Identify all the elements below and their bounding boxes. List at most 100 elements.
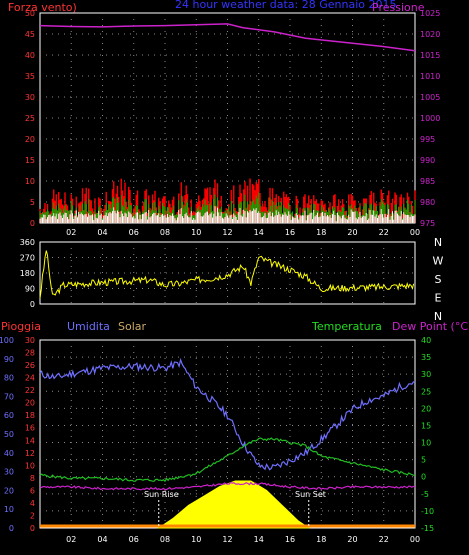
direction-y-tick-label: 180	[20, 269, 35, 278]
dewpoint-label: Dew Point (°C)	[392, 320, 469, 333]
climate-x-tick-label: 06	[129, 535, 139, 544]
humidity-y-tick-label: 60	[4, 411, 14, 420]
wind-y-tick-label: 15	[25, 156, 35, 165]
direction-series	[39, 250, 415, 299]
climate-x-tick-label: 20	[347, 535, 357, 544]
pressure-right-label: Pressione	[372, 1, 425, 14]
rain-y-tick-label: 6	[30, 486, 35, 495]
climate-x-tick-label: 08	[160, 535, 170, 544]
wind-y-tick-label: 50	[25, 9, 35, 18]
direction-y-tick-label: 270	[20, 254, 35, 263]
climate-x-tick-label: 14	[254, 535, 264, 544]
climate-x-tick-label: 22	[379, 535, 389, 544]
wind-x-tick-label: 18	[316, 228, 326, 237]
direction-y-tick-label: 0	[30, 300, 35, 309]
rain-y-tick-label: 8	[30, 474, 35, 483]
wind-y-tick-label: 45	[25, 30, 35, 39]
wind-x-tick-label: 00	[410, 228, 420, 237]
pressure-y-axis-right: 1025 1020 1015 1010 1005 1000 995 990 985 980 975	[420, 9, 440, 228]
wind-y-tick-label: 20	[25, 135, 35, 144]
rain-y-tick-label: 28	[25, 349, 35, 358]
solar-label: Solar	[118, 320, 147, 333]
rain-y-tick-label: 4	[30, 499, 35, 508]
pressure-y-tick-label: 995	[420, 135, 435, 144]
wind-x-tick-label: 14	[254, 228, 264, 237]
pressure-y-tick-label: 1025	[420, 9, 440, 18]
wind-y-tick-label: 5	[30, 198, 35, 207]
climate-x-tick-label: 12	[222, 535, 232, 544]
rain-y-tick-label: 16	[25, 424, 35, 433]
rain-y-tick-label: 2	[30, 511, 35, 520]
rain-y-tick-label: 18	[25, 411, 35, 420]
compass-direction-label: S	[435, 273, 442, 286]
rain-label: Pioggia	[1, 320, 41, 333]
wind-y-tick-label: 40	[25, 51, 35, 60]
compass-direction-label: N	[434, 310, 442, 323]
sunset-label: Sun Set	[295, 490, 326, 499]
wind-y-tick-label: 35	[25, 72, 35, 81]
wind-x-tick-label: 20	[347, 228, 357, 237]
humidity-series-line	[39, 357, 416, 471]
temperature-y-tick-label: -5	[421, 490, 429, 499]
wind-x-tick-label: 08	[160, 228, 170, 237]
rain-y-tick-label: 0	[30, 524, 35, 533]
climate-x-tick-label: 18	[316, 535, 326, 544]
humidity-y-tick-label: 20	[4, 486, 14, 495]
rain-y-tick-label: 26	[25, 361, 35, 370]
pressure-y-tick-label: 985	[420, 177, 435, 186]
wind-x-tick-label: 12	[222, 228, 232, 237]
temperature-y-tick-label: 20	[421, 404, 431, 413]
climate-x-tick-label: 00	[410, 535, 420, 544]
humidity-y-tick-label: 50	[4, 430, 14, 439]
chart-title: 24 hour weather data: 28 Gennaio 2015	[175, 0, 397, 11]
temperature-y-tick-label: 5	[421, 456, 426, 465]
wind-left-label: Forza vento)	[8, 1, 77, 14]
wind-y-tick-label: 10	[25, 177, 35, 186]
temperature-y-tick-label: 25	[421, 387, 431, 396]
rain-y-tick-label: 10	[25, 461, 35, 470]
humidity-y-tick-label: 80	[4, 374, 14, 383]
temperature-y-tick-label: 0	[421, 473, 426, 482]
temperature-label: Temperatura	[311, 320, 382, 333]
pressure-y-tick-label: 1020	[420, 30, 440, 39]
climate-x-tick-label: 04	[97, 535, 107, 544]
wind-x-tick-label: 06	[129, 228, 139, 237]
climate-x-tick-label: 16	[285, 535, 295, 544]
humidity-y-tick-label: 70	[4, 392, 14, 401]
compass-direction-label: N	[434, 236, 442, 249]
sunrise-label: Sun Rise	[144, 490, 179, 499]
wind-x-tick-label: 02	[66, 228, 76, 237]
wind-series	[39, 23, 416, 223]
wind-x-axis: 02 04 06 08 10 12 14 16 18 20 22 00	[66, 228, 420, 237]
direction-y-tick-label: 90	[25, 285, 35, 294]
temperature-series-line	[39, 437, 416, 483]
humidity-y-tick-label: 0	[9, 524, 14, 533]
rain-y-tick-label: 30	[25, 336, 35, 345]
pressure-y-tick-label: 1000	[420, 114, 440, 123]
climate-x-tick-label: 02	[66, 535, 76, 544]
pressure-y-tick-label: 1005	[420, 93, 440, 102]
rain-y-tick-label: 20	[25, 399, 35, 408]
humidity-y-tick-label: 30	[4, 468, 14, 477]
temperature-y-tick-label: 30	[421, 370, 431, 379]
humidity-y-tick-label: 90	[4, 355, 14, 364]
humidity-y-tick-label: 100	[0, 336, 14, 345]
pressure-y-tick-label: 1010	[420, 72, 440, 81]
pressure-y-tick-label: 980	[420, 198, 435, 207]
wind-x-tick-label: 16	[285, 228, 295, 237]
dewpoint-series-line	[39, 481, 416, 491]
climate-x-axis: 02 04 06 08 10 12 14 16 18 20 22 00	[66, 535, 420, 544]
direction-y-tick-label: 360	[20, 238, 35, 247]
wind-x-tick-label: 22	[379, 228, 389, 237]
rain-y-tick-label: 14	[25, 436, 35, 445]
pressure-series-line	[39, 23, 416, 52]
temperature-y-axis: 40 35 30 25 20 15 10 5 0 -5 -10 -15	[421, 336, 434, 533]
pressure-y-tick-label: 975	[420, 219, 435, 228]
wind-x-tick-label: 04	[97, 228, 107, 237]
temperature-y-tick-label: -10	[421, 507, 434, 516]
